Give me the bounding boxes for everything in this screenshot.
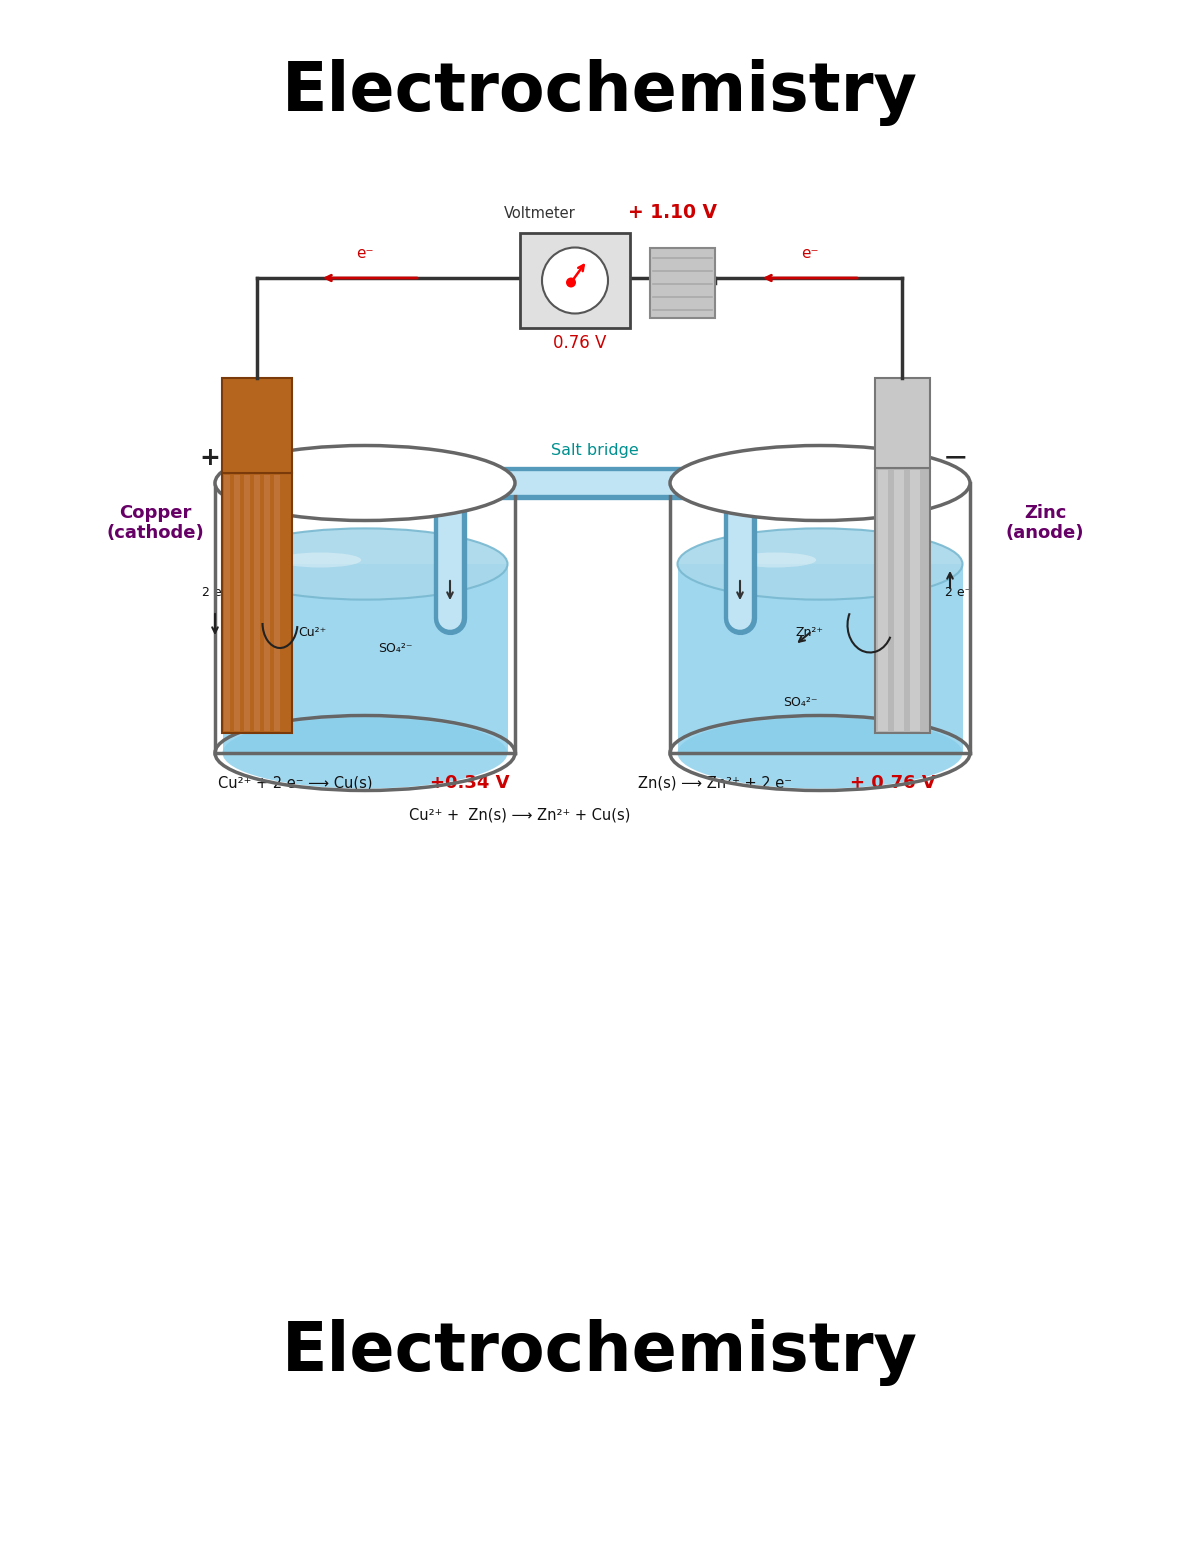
Text: SO₄²⁻: SO₄²⁻	[378, 641, 413, 654]
Circle shape	[542, 247, 608, 314]
Bar	[254, 475, 260, 731]
Text: Cu: Cu	[250, 686, 266, 699]
Text: Zn(s) ⟶ Zn²⁺ + 2 e⁻: Zn(s) ⟶ Zn²⁺ + 2 e⁻	[638, 775, 792, 790]
Text: Cu²⁺ +  Zn(s) ⟶ Zn²⁺ + Cu(s): Cu²⁺ + Zn(s) ⟶ Zn²⁺ + Cu(s)	[409, 808, 631, 823]
Text: +: +	[199, 446, 221, 471]
Ellipse shape	[678, 528, 962, 599]
Text: 2 Na⁺: 2 Na⁺	[472, 469, 509, 481]
Text: 0.76 V: 0.76 V	[553, 334, 607, 353]
Text: Zinc
(anode): Zinc (anode)	[1006, 503, 1085, 542]
Text: SO₄²⁻: SO₄²⁻	[782, 696, 817, 710]
Circle shape	[566, 278, 576, 287]
Ellipse shape	[222, 717, 508, 789]
Text: SO₄²⁻: SO₄²⁻	[686, 469, 724, 481]
Bar	[875, 467, 930, 733]
Text: e⁻: e⁻	[802, 245, 818, 261]
Text: Salt bridge: Salt bridge	[551, 443, 638, 458]
Bar	[222, 377, 292, 474]
Ellipse shape	[222, 528, 508, 599]
Bar	[878, 471, 888, 731]
Ellipse shape	[670, 446, 970, 520]
Ellipse shape	[215, 446, 515, 520]
Bar	[244, 475, 250, 731]
Bar	[222, 474, 292, 733]
Bar	[910, 471, 920, 731]
Bar	[678, 564, 962, 753]
Bar	[264, 475, 270, 731]
Text: −: −	[942, 444, 967, 472]
Text: Voltmeter: Voltmeter	[504, 205, 576, 221]
Text: +0.34 V: +0.34 V	[430, 773, 510, 792]
Text: Copper
(cathode): Copper (cathode)	[106, 503, 204, 542]
Bar	[520, 233, 630, 328]
Text: Cu²⁺ + 2 e⁻ ⟶ Cu(s): Cu²⁺ + 2 e⁻ ⟶ Cu(s)	[217, 775, 372, 790]
Bar	[875, 377, 930, 467]
Text: Zn: Zn	[893, 685, 911, 697]
Text: + 1.10 V: + 1.10 V	[628, 203, 718, 222]
Ellipse shape	[278, 553, 361, 567]
Text: 2 e⁻: 2 e⁻	[202, 587, 228, 599]
Bar	[650, 248, 715, 318]
Text: e⁻: e⁻	[356, 245, 373, 261]
Bar	[222, 564, 508, 753]
Bar	[274, 475, 280, 731]
Text: Electrochemistry: Electrochemistry	[282, 1320, 918, 1387]
Text: Zn²⁺: Zn²⁺	[796, 626, 824, 640]
Text: Cu²⁺: Cu²⁺	[298, 626, 326, 640]
Bar	[224, 475, 230, 731]
Ellipse shape	[678, 717, 962, 789]
Ellipse shape	[733, 553, 816, 567]
Bar	[894, 471, 904, 731]
Text: 2 e⁻: 2 e⁻	[946, 587, 971, 599]
Bar	[234, 475, 240, 731]
Text: + 0.76 V: + 0.76 V	[850, 773, 936, 792]
Text: Electrochemistry: Electrochemistry	[282, 59, 918, 126]
